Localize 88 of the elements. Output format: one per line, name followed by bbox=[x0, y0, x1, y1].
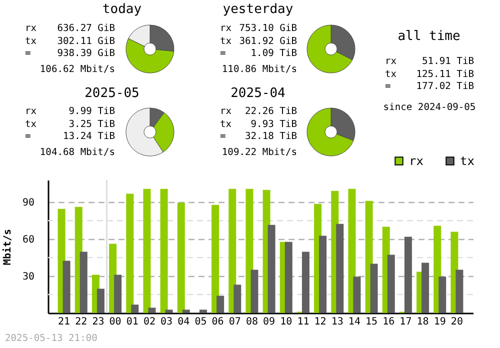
text: all time bbox=[396, 29, 462, 44]
x-tick-label: 17 bbox=[400, 316, 412, 328]
text: tx 125.11 TiB bbox=[385, 68, 474, 80]
bar bbox=[268, 224, 276, 313]
x-tick-label: 06 bbox=[212, 316, 224, 328]
text: = 1.09 TiB bbox=[220, 48, 297, 59]
x-tick-label: 09 bbox=[263, 316, 276, 328]
bar bbox=[212, 204, 220, 313]
bar bbox=[160, 188, 168, 313]
bar bbox=[216, 296, 224, 313]
bar bbox=[422, 262, 430, 313]
x-tick-label: 04 bbox=[178, 316, 190, 328]
bar bbox=[284, 242, 292, 313]
text: rx 51.91 TiB bbox=[385, 56, 474, 67]
y-axis-title: Mbit/s bbox=[1, 228, 14, 266]
x-tick-label: 00 bbox=[109, 316, 122, 328]
bar bbox=[353, 276, 361, 313]
x-tick-label: 03 bbox=[160, 316, 173, 328]
bar bbox=[404, 236, 412, 313]
bar bbox=[182, 310, 190, 313]
text: 2025-05-13 21:00 bbox=[5, 333, 98, 345]
donut-slice bbox=[306, 108, 354, 156]
legend-label: tx bbox=[460, 154, 474, 168]
bar bbox=[319, 236, 327, 313]
text: = 177.02 TiB bbox=[385, 81, 474, 92]
x-tick-label: 22 bbox=[75, 316, 88, 328]
text: 109.22 Mbit/s bbox=[220, 146, 297, 158]
bar bbox=[126, 194, 134, 313]
bar bbox=[438, 276, 446, 313]
x-tick-label: 14 bbox=[348, 316, 360, 328]
text: = 938.39 GiB bbox=[25, 48, 115, 59]
text: tx 9.93 TiB bbox=[220, 118, 297, 130]
bar bbox=[199, 310, 207, 313]
text: 104.68 Mbit/s bbox=[38, 146, 115, 158]
x-tick-label: 02 bbox=[143, 316, 156, 328]
bar bbox=[336, 224, 344, 313]
bar bbox=[370, 264, 378, 313]
x-tick-label: 18 bbox=[416, 316, 429, 328]
donut-slice bbox=[306, 24, 353, 74]
x-tick-label: 10 bbox=[280, 316, 292, 328]
x-tick-label: 19 bbox=[434, 316, 446, 328]
text: = 32.18 TiB bbox=[220, 131, 297, 142]
legend-label: rx bbox=[409, 154, 424, 168]
chart-title: yesterday bbox=[222, 2, 294, 17]
text: since 2024-09-05 bbox=[382, 102, 477, 114]
bar bbox=[114, 274, 122, 313]
x-tick-label: 08 bbox=[246, 316, 258, 328]
text: tx 361.92 GiB bbox=[220, 36, 297, 48]
text: 106.62 Mbit/s bbox=[38, 64, 115, 76]
bar bbox=[143, 188, 151, 313]
x-tick-label: 11 bbox=[297, 316, 310, 328]
text: tx 3.25 TiB bbox=[25, 118, 115, 130]
text: rx 753.10 GiB bbox=[220, 23, 297, 35]
x-tick-label: 12 bbox=[314, 316, 326, 328]
bar bbox=[165, 310, 173, 313]
x-tick-label: 16 bbox=[382, 316, 395, 328]
bar bbox=[234, 284, 242, 313]
x-tick-label: 20 bbox=[450, 316, 463, 328]
bar bbox=[387, 254, 395, 313]
y-tick-label: 90 bbox=[22, 198, 34, 209]
bar bbox=[456, 270, 464, 313]
x-tick-label: 05 bbox=[194, 316, 207, 328]
text: 110.86 Mbit/s bbox=[220, 64, 297, 76]
bar bbox=[96, 288, 104, 313]
text: tx 302.11 GiB bbox=[25, 36, 115, 46]
x-tick-label: 13 bbox=[331, 316, 344, 328]
bar bbox=[131, 304, 139, 313]
text: rx 636.27 GiB bbox=[25, 23, 115, 34]
bar bbox=[148, 308, 156, 313]
text: = 13.24 TiB bbox=[25, 131, 115, 142]
y-tick-label: 30 bbox=[22, 272, 34, 283]
text: rx 22.26 TiB bbox=[220, 106, 297, 117]
y-tick-label: 60 bbox=[22, 234, 34, 246]
x-tick-label: 01 bbox=[126, 316, 138, 328]
bar bbox=[62, 260, 70, 313]
bar bbox=[228, 188, 236, 313]
bar bbox=[177, 202, 185, 313]
x-tick-label: 15 bbox=[366, 316, 378, 328]
chart-title: today bbox=[101, 2, 143, 17]
bar bbox=[302, 252, 310, 313]
x-tick-label: 07 bbox=[228, 316, 241, 328]
chart-title: 2025-05 bbox=[84, 86, 140, 101]
chart-title: 2025-04 bbox=[230, 86, 286, 101]
text: rx 9.99 TiB bbox=[25, 106, 115, 117]
bar bbox=[250, 270, 258, 313]
x-tick-label: 23 bbox=[92, 316, 104, 328]
x-tick-label: 21 bbox=[58, 316, 70, 328]
bar bbox=[80, 252, 88, 313]
